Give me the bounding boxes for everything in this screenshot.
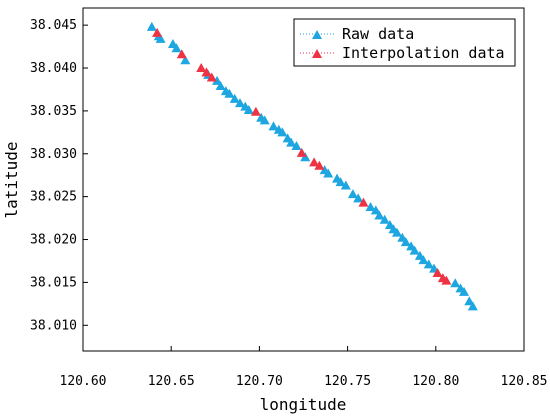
x-axis: 120.60 120.65 120.70 120.75 120.80 120.85 bbox=[60, 346, 548, 389]
y-tick-label: 38.015 bbox=[30, 275, 77, 290]
raw-data-point bbox=[400, 237, 411, 247]
raw-data-point bbox=[180, 55, 191, 65]
raw-data-point bbox=[286, 137, 297, 147]
raw-data-point bbox=[464, 296, 475, 306]
x-axis-title: longitude bbox=[260, 395, 347, 414]
y-tick-label: 38.025 bbox=[30, 190, 77, 205]
interpolation-data-point bbox=[250, 106, 261, 116]
raw-data-point bbox=[418, 255, 429, 265]
raw-data-point bbox=[323, 168, 334, 178]
x-tick-label: 120.60 bbox=[60, 374, 107, 389]
y-tick-label: 38.020 bbox=[30, 233, 77, 248]
y-axis-title: latitude bbox=[2, 141, 21, 218]
raw-data-point bbox=[335, 177, 346, 187]
raw-data-point bbox=[347, 189, 358, 199]
interpolation-data-point bbox=[296, 147, 307, 157]
interpolation-data-point bbox=[441, 275, 452, 285]
x-tick-label: 120.65 bbox=[148, 374, 195, 389]
interpolation-data-point bbox=[358, 197, 369, 207]
data-points bbox=[146, 21, 478, 311]
raw-data-point bbox=[234, 98, 245, 108]
raw-data-point bbox=[215, 81, 226, 91]
raw-data-point bbox=[268, 121, 279, 131]
interpolation-data-point bbox=[432, 267, 443, 277]
y-tick-label: 38.035 bbox=[30, 104, 77, 119]
raw-data-point bbox=[374, 210, 385, 220]
x-tick-label: 120.85 bbox=[501, 374, 548, 389]
interpolation-data-point bbox=[314, 160, 325, 170]
raw-data-point bbox=[224, 88, 235, 98]
x-tick-label: 120.80 bbox=[412, 374, 459, 389]
raw-data-point bbox=[229, 93, 240, 103]
y-tick-label: 38.030 bbox=[30, 147, 77, 162]
legend: Raw data Interpolation data bbox=[293, 18, 516, 67]
raw-data-point bbox=[391, 227, 402, 237]
interpolation-data-point bbox=[152, 27, 163, 37]
raw-data-point bbox=[171, 43, 182, 53]
raw-data-point bbox=[459, 286, 470, 296]
interpolation-data-point bbox=[206, 72, 217, 82]
legend-marker-raw bbox=[312, 30, 322, 39]
raw-data-point bbox=[212, 75, 223, 85]
plot-frame bbox=[82, 7, 525, 352]
interpolation-data-point bbox=[196, 63, 207, 73]
raw-data-point bbox=[423, 259, 434, 269]
interpolation-data-point bbox=[201, 67, 212, 77]
legend-label-raw: Raw data bbox=[342, 25, 414, 43]
raw-data-point bbox=[259, 115, 270, 125]
interpolation-data-point bbox=[176, 49, 187, 59]
y-tick-label: 38.010 bbox=[30, 318, 77, 333]
raw-data-point bbox=[243, 105, 254, 115]
raw-data-point bbox=[277, 127, 288, 137]
raw-data-point bbox=[379, 214, 390, 224]
x-tick-label: 120.70 bbox=[236, 374, 283, 389]
raw-data-point bbox=[291, 141, 302, 151]
raw-data-point bbox=[353, 193, 364, 203]
raw-data-point bbox=[450, 278, 461, 288]
raw-data-point bbox=[340, 180, 351, 190]
raw-data-point bbox=[155, 33, 166, 43]
raw-data-point bbox=[467, 301, 478, 311]
x-tick-label: 120.75 bbox=[324, 374, 371, 389]
y-axis: 38.010 38.015 38.020 38.025 38.030 38.035 38.0… bbox=[30, 18, 88, 333]
y-tick-label: 38.040 bbox=[30, 61, 77, 76]
y-tick-label: 38.045 bbox=[30, 18, 77, 33]
raw-data-point bbox=[365, 201, 376, 211]
legend-label-interpolation: Interpolation data bbox=[342, 44, 505, 62]
legend-marker-interpolation bbox=[312, 49, 322, 58]
raw-data-point bbox=[370, 205, 381, 215]
interpolation-data-point bbox=[309, 157, 320, 167]
legend-box bbox=[293, 18, 516, 67]
raw-data-point bbox=[146, 21, 157, 31]
raw-data-point bbox=[409, 245, 420, 255]
